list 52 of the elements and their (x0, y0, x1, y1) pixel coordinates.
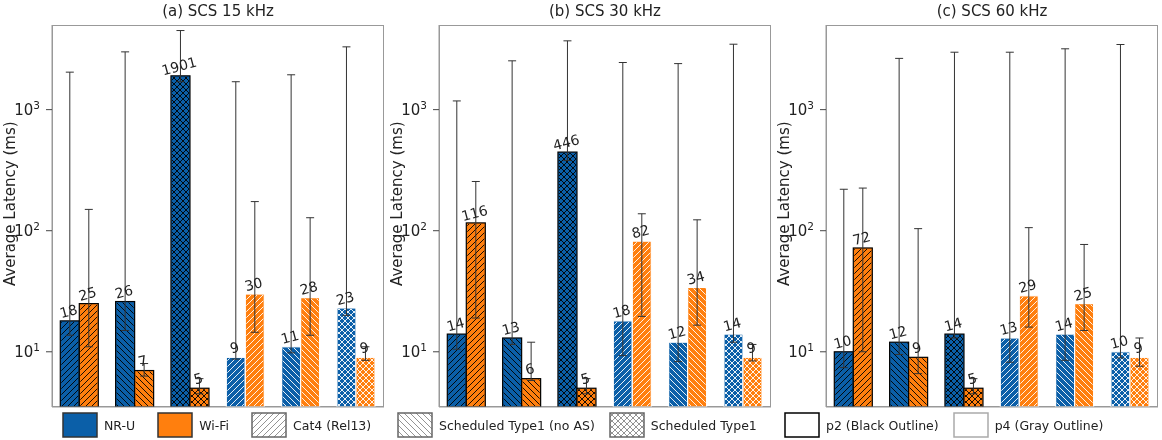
data-label: 25 (76, 283, 99, 304)
data-label: 116 (459, 201, 490, 225)
data-label: 25 (1072, 283, 1094, 304)
chart-title: (b) SCS 30 kHz (548, 2, 662, 20)
data-label: 23 (334, 288, 356, 309)
data-label: 29 (1016, 275, 1039, 297)
data-label: 14 (1053, 314, 1075, 335)
data-label: 10 (831, 331, 854, 352)
y-tick-label: 10$^{3}$ (401, 98, 427, 119)
data-label: 14 (721, 314, 743, 335)
data-label: 6 (523, 359, 537, 378)
data-label: 7 (136, 351, 150, 370)
y-tick-label: 10$^{1}$ (401, 340, 427, 361)
text: Cat4 (Rel13) (293, 417, 372, 433)
data-label: 28 (298, 277, 320, 298)
data-label: 10 (1108, 331, 1130, 352)
data-label: 72 (850, 228, 873, 249)
y-tick-label: 10$^{3}$ (788, 98, 814, 119)
text: Scheduled Type1 (no AS) (439, 417, 595, 433)
chart-title: (a) SCS 15 kHz (161, 2, 275, 20)
data-label: 446 (551, 131, 582, 154)
y-tick-label: 10$^{1}$ (14, 340, 40, 361)
text: Scheduled Type1 (650, 417, 757, 433)
data-label: 26 (113, 281, 135, 302)
data-label: 12 (887, 322, 909, 343)
data-label: 13 (997, 318, 1020, 339)
legend-label: NR-U (104, 417, 136, 433)
data-label: 5 (965, 369, 979, 388)
data-label: 12 (666, 322, 688, 343)
data-label: 14 (444, 314, 467, 335)
data-label: 9 (228, 338, 241, 357)
y-tick-label: 10$^{3}$ (14, 98, 40, 119)
data-label: 82 (629, 221, 652, 242)
data-label: 30 (242, 274, 265, 295)
data-label: 11 (279, 326, 301, 347)
data-label: 9 (357, 338, 371, 357)
y-tick-label: 10$^{1}$ (788, 340, 814, 361)
data-label: 9 (910, 338, 924, 357)
data-label: 14 (942, 314, 964, 335)
data-label: 9 (1131, 338, 1145, 357)
data-label: 18 (57, 301, 80, 322)
legend-label: Wi-Fi (199, 417, 230, 433)
data-label: 18 (610, 301, 633, 322)
data-label: 9 (744, 338, 758, 357)
data-label: 5 (191, 369, 205, 388)
text: p2 (Black Outline) (826, 417, 939, 433)
chart-title: (c) SCS 60 kHz (935, 2, 1049, 20)
data-label: 1901 (159, 53, 199, 79)
data-label: 34 (685, 267, 707, 288)
data-label: 5 (578, 369, 592, 388)
text: p4 (Gray Outline) (994, 417, 1104, 433)
data-label: 13 (500, 318, 522, 339)
